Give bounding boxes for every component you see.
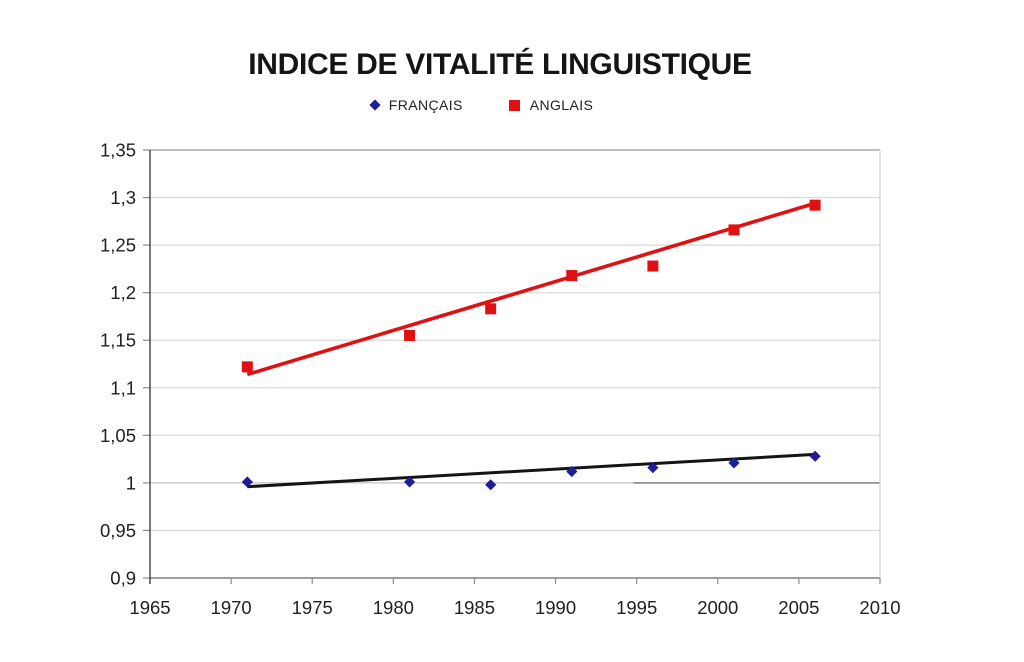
y-axis-tick-label: 1,2 — [110, 282, 136, 303]
x-axis-tick-label: 1975 — [292, 597, 333, 618]
y-axis-tick-label: 0,9 — [110, 568, 136, 589]
x-axis-tick-label: 2010 — [859, 597, 900, 618]
legend-label-anglais: ANGLAIS — [529, 97, 594, 113]
y-axis-tick-label: 1,15 — [100, 330, 136, 351]
x-axis-tick-label: 2000 — [697, 597, 738, 618]
chart-title: INDICE DE VITALITÉ LINGUISTIQUE — [248, 48, 752, 81]
y-axis-tick-label: 1,3 — [110, 187, 136, 208]
x-axis-tick-label: 1970 — [211, 597, 252, 618]
y-axis-tick-label: 0,95 — [100, 520, 136, 541]
y-axis-tick-label: 1,25 — [100, 235, 136, 256]
y-axis-tick-label: 1 — [126, 472, 136, 493]
y-axis-tick-label: 1,1 — [110, 377, 136, 398]
chart-legend: FRANÇAIS ANGLAIS — [0, 97, 964, 113]
x-axis-tick-label: 1995 — [616, 597, 657, 618]
legend-item-anglais: ANGLAIS — [508, 97, 594, 113]
square-marker-icon — [508, 99, 520, 111]
x-axis-tick-label: 1965 — [129, 597, 170, 618]
x-axis-tick-label: 1980 — [373, 597, 414, 618]
legend-label-francais: FRANÇAIS — [388, 97, 463, 113]
y-axis-tick-label: 1,05 — [100, 425, 136, 446]
x-axis-tick-label: 1985 — [454, 597, 495, 618]
x-axis-tick-label: 2005 — [778, 597, 819, 618]
x-axis-tick-label: 1990 — [535, 597, 576, 618]
y-axis-tick-label: 1,35 — [100, 140, 136, 161]
legend-item-francais: FRANÇAIS — [369, 97, 463, 113]
